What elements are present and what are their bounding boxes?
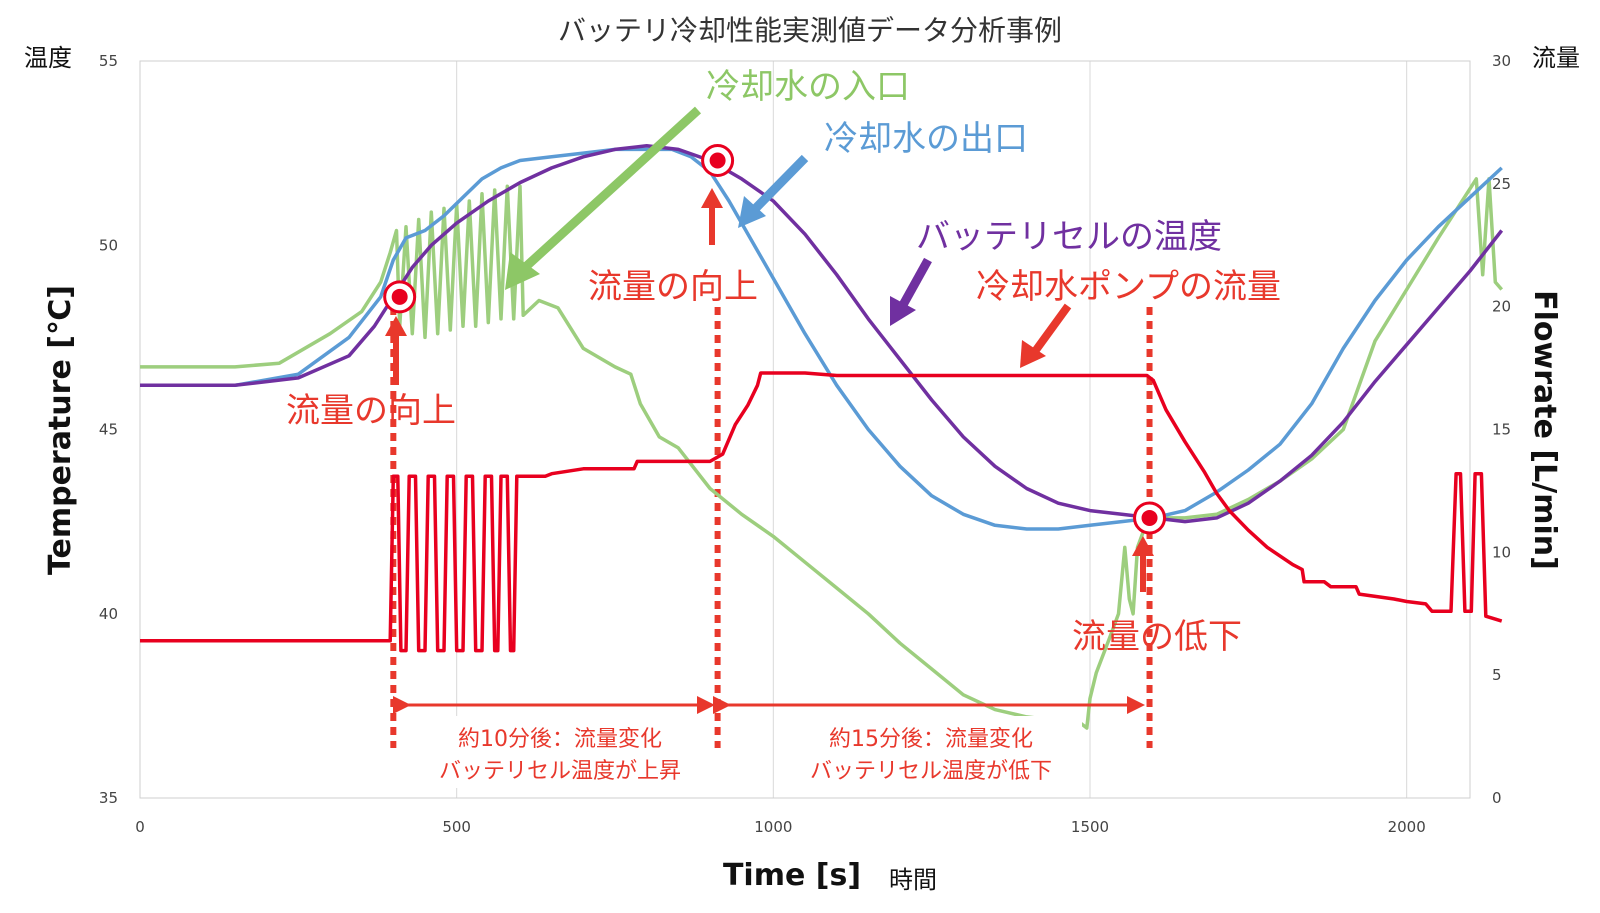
y-right-tick-label: 20 — [1492, 298, 1511, 316]
series-line-1 — [140, 147, 1503, 531]
label-flow-up-2: 流量の向上 — [588, 267, 758, 307]
series-line-0 — [140, 177, 1504, 730]
series-line-3 — [140, 371, 1503, 653]
y-right-tick-label: 0 — [1492, 789, 1502, 807]
label-pump-flow: 冷却水ポンプの流量 — [976, 267, 1281, 307]
y-right-tick-label: 15 — [1492, 421, 1511, 439]
y-left-tick-label: 55 — [99, 52, 118, 70]
arrow-inlet — [516, 106, 702, 276]
label-cell-temp: バッテリセルの温度 — [916, 217, 1222, 257]
span-2-line-1: 約15分後：流量変化 — [829, 727, 1033, 752]
label-outlet: 冷却水の出口 — [824, 119, 1028, 159]
arrow-inlet-head — [505, 252, 540, 290]
span-2-line-2: バッテリセル温度が低下 — [810, 759, 1052, 784]
arrow-flow — [1032, 303, 1072, 353]
x-tick-label: 1500 — [1071, 818, 1109, 836]
arrow-up-1-head — [385, 316, 407, 336]
x-tick-label: 2000 — [1388, 818, 1426, 836]
x-tick-label: 0 — [135, 818, 145, 836]
x-tick-label: 1000 — [754, 818, 792, 836]
y-left-tick-label: 35 — [99, 789, 118, 807]
y-right-tick-label: 25 — [1492, 175, 1511, 193]
y-right-tick-label: 30 — [1492, 52, 1511, 70]
y-left-tick-labels: 35 40 45 50 55 — [99, 52, 118, 807]
arrow-up-2-head — [701, 188, 723, 208]
annotation-arrows — [385, 106, 1154, 592]
y-right-tick-labels: 0 5 10 15 20 25 30 — [1492, 52, 1511, 807]
y-left-tick-label: 50 — [99, 236, 118, 254]
arrow-flow-head — [1020, 340, 1046, 368]
label-inlet: 冷却水の入口 — [706, 67, 910, 107]
arrow-outlet — [748, 154, 809, 216]
y-right-unit-jp: 流量 — [1532, 44, 1580, 72]
series-line-2 — [140, 144, 1504, 524]
arrow-up-3-head — [1132, 536, 1154, 556]
x-axis-label: Time [s] — [723, 858, 861, 893]
arrow-cell — [899, 257, 932, 308]
time-spans: 約10分後：流量変化 バッテリセル温度が上昇 約15分後：流量変化 バッテリセル… — [393, 696, 1145, 788]
arrow-cell-head — [890, 296, 916, 326]
series-lines — [140, 144, 1504, 730]
event-marker-dot — [1141, 509, 1158, 526]
y-left-unit-jp: 温度 — [24, 44, 72, 72]
x-tick-labels: 0 500 1000 1500 2000 — [135, 818, 1426, 836]
y-left-tick-label: 45 — [99, 421, 118, 439]
span-1-line-1: 約10分後：流量変化 — [458, 727, 662, 752]
y-right-tick-label: 5 — [1492, 666, 1502, 684]
y-left-tick-label: 40 — [99, 605, 118, 623]
chart-title: バッテリ冷却性能実測値データ分析事例 — [558, 14, 1062, 47]
event-markers — [383, 143, 1167, 535]
label-flow-up-1: 流量の向上 — [286, 391, 456, 431]
span-1-box — [408, 716, 714, 788]
event-marker-dot — [709, 152, 726, 169]
grid-lines — [456, 61, 1408, 798]
arrow-outlet-head — [738, 196, 766, 228]
x-axis-label-jp: 時間 — [889, 866, 937, 894]
event-marker-dot — [391, 288, 408, 305]
x-tick-label: 500 — [442, 818, 471, 836]
label-flow-down: 流量の低下 — [1072, 617, 1242, 657]
span-1-line-2: バッテリセル温度が上昇 — [439, 759, 681, 784]
y-right-axis-label: Flowrate [L/min] — [1527, 290, 1562, 570]
plot-area — [139, 60, 1471, 799]
y-right-tick-label: 10 — [1492, 543, 1511, 561]
span-2-box — [780, 716, 1082, 788]
y-left-axis-label: Temperature [℃] — [43, 285, 78, 575]
